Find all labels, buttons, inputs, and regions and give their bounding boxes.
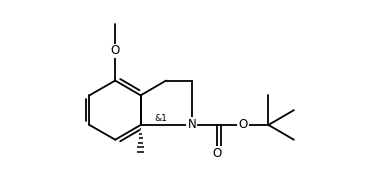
Text: N: N <box>188 118 196 131</box>
Text: &1: &1 <box>154 114 167 123</box>
Text: O: O <box>110 45 120 57</box>
Text: O: O <box>239 118 247 131</box>
Text: O: O <box>213 147 222 159</box>
